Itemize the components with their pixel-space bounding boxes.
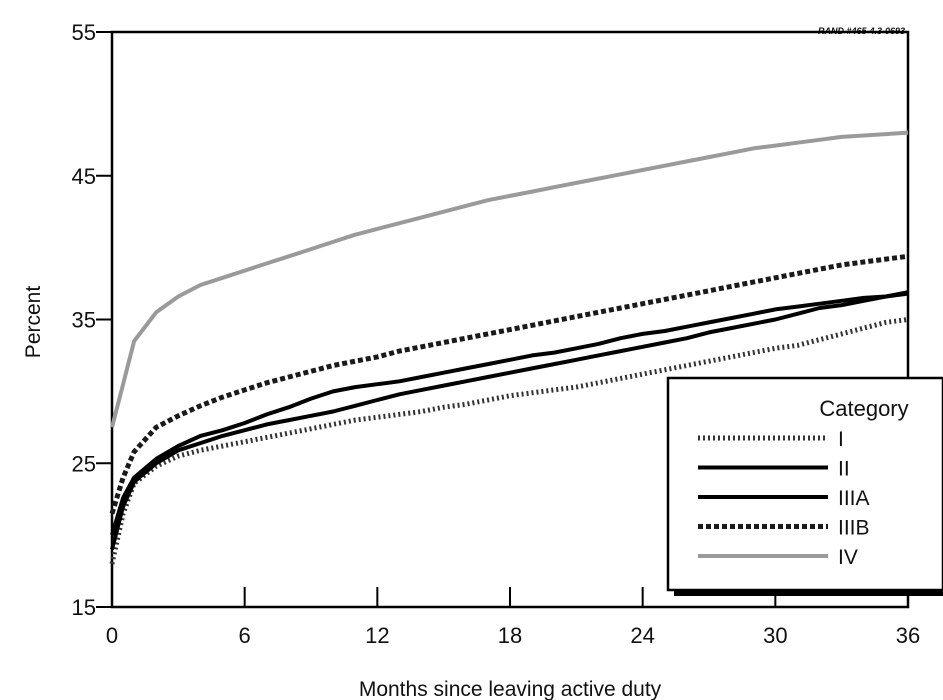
legend-label-ii: II (838, 458, 850, 481)
series-line-ii (110, 290, 909, 550)
series-line-iv (110, 130, 909, 428)
x-tick-label: 30 (763, 623, 787, 648)
y-tick-label: 45 (72, 164, 96, 189)
legend-label-iiib: IIIB (838, 517, 870, 540)
y-tick-label: 15 (72, 595, 96, 620)
x-tick-label: 36 (896, 623, 920, 648)
x-axis-label: Months since leaving active duty (359, 678, 662, 700)
legend-title: Category (819, 396, 908, 421)
y-axis-label: Percent (22, 286, 45, 359)
y-tick-label: 55 (72, 20, 96, 45)
series-lines (109, 130, 909, 565)
legend-label-i: I (838, 428, 844, 451)
legend-label-iv: IV (838, 546, 858, 569)
series-line-i (109, 317, 909, 565)
axes: 0 6 12 18 24 30 36 15 25 35 45 55 (72, 20, 921, 648)
x-tick-label: 18 (498, 623, 522, 648)
x-tick-label: 12 (365, 623, 389, 648)
x-tick-label: 24 (630, 623, 654, 648)
x-tick-label: 6 (239, 623, 251, 648)
legend-label-iiia: IIIA (838, 487, 870, 510)
series-line-iiia (110, 291, 909, 536)
y-tick-label: 35 (72, 308, 96, 333)
x-tick-label: 0 (106, 623, 118, 648)
y-tick-label: 25 (72, 451, 96, 476)
